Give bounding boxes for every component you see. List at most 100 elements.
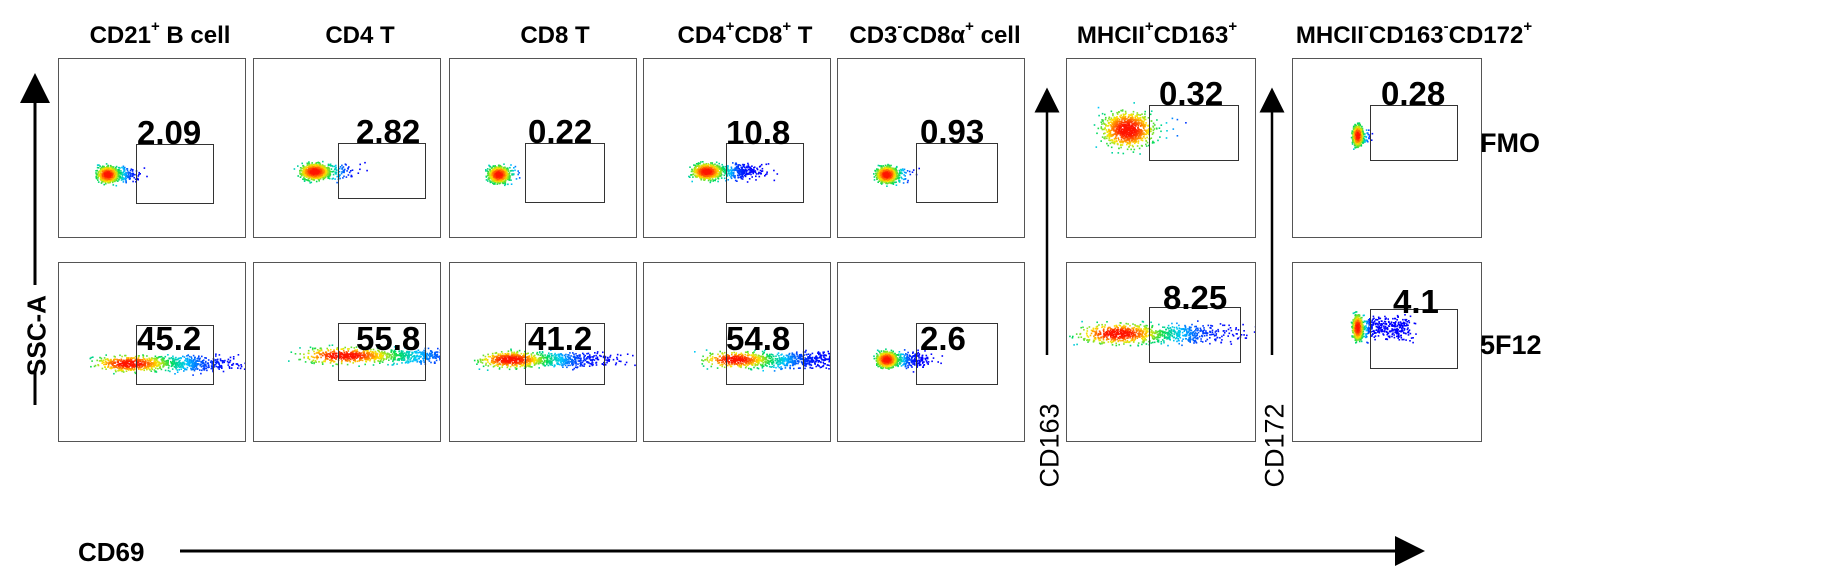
event-dot	[716, 176, 719, 178]
event-dot	[350, 174, 353, 177]
event-dot	[125, 175, 128, 177]
event-dot	[716, 175, 718, 178]
event-dot	[132, 169, 134, 171]
event-dot	[123, 170, 125, 172]
event-dot	[1118, 147, 1120, 150]
event-dot	[739, 164, 742, 167]
event-dot	[493, 168, 496, 170]
event-dot	[892, 182, 894, 184]
event-dot	[701, 172, 703, 175]
panel-fmo-cd4-t: 2.82	[253, 58, 441, 238]
event-dot	[755, 179, 757, 181]
event-dot	[299, 176, 302, 178]
event-dot	[498, 170, 500, 172]
gate-box	[916, 143, 998, 203]
event-dot	[316, 168, 318, 170]
density-plot	[293, 160, 368, 184]
event-dot	[302, 178, 304, 180]
event-dot	[889, 176, 892, 178]
event-dot	[493, 167, 496, 169]
event-dot	[1120, 114, 1122, 116]
event-dot	[1185, 122, 1187, 124]
event-dot	[701, 173, 703, 176]
event-dot	[1101, 128, 1104, 131]
event-dot	[1132, 110, 1135, 113]
event-dot	[339, 177, 341, 180]
event-dot	[492, 165, 495, 167]
event-dot	[95, 172, 97, 174]
event-dot	[709, 169, 712, 171]
event-dot	[489, 166, 491, 168]
event-dot	[880, 181, 883, 184]
event-dot	[1126, 148, 1129, 151]
event-dot	[701, 164, 704, 167]
event-dot	[366, 169, 368, 172]
event-dot	[1103, 132, 1105, 135]
event-dot	[319, 170, 322, 173]
event-dot	[885, 169, 888, 172]
event-dot	[103, 177, 106, 179]
event-dot	[1114, 141, 1116, 144]
event-dot	[110, 165, 112, 168]
event-dot	[332, 177, 334, 180]
event-dot	[1137, 142, 1140, 144]
event-dot	[888, 164, 890, 167]
event-dot	[741, 166, 744, 168]
event-dot	[327, 177, 330, 179]
event-dot	[306, 172, 308, 174]
event-dot	[740, 177, 743, 180]
column-title-cd8-t: CD8 T	[520, 22, 590, 49]
event-dot	[311, 175, 313, 178]
event-dot	[741, 175, 744, 178]
event-dot	[494, 170, 497, 173]
event-dot	[1119, 132, 1122, 135]
event-dot	[1108, 139, 1110, 141]
event-dot	[718, 172, 721, 174]
event-dot	[304, 166, 307, 168]
gate-percentage: 2.09	[137, 114, 202, 151]
event-dot	[1144, 113, 1146, 115]
event-dot	[712, 169, 714, 171]
event-dot	[897, 176, 899, 178]
event-dot	[104, 170, 107, 173]
event-dot	[886, 169, 889, 171]
event-dot	[1105, 129, 1108, 131]
event-dot	[119, 171, 122, 174]
event-dot	[886, 167, 888, 170]
event-dot	[707, 171, 710, 174]
event-dot	[489, 172, 492, 174]
event-dot	[502, 182, 505, 185]
event-dot	[1116, 111, 1118, 114]
event-dot	[488, 165, 491, 167]
event-dot	[518, 177, 521, 179]
event-dot	[107, 174, 110, 176]
event-dot	[887, 175, 890, 178]
event-dot	[505, 171, 508, 173]
event-dot	[1093, 124, 1096, 126]
event-dot	[1124, 113, 1127, 116]
event-dot	[327, 163, 330, 166]
event-dot	[705, 169, 708, 171]
event-dot	[504, 171, 506, 173]
event-dot	[875, 172, 877, 175]
event-dot	[730, 176, 732, 178]
event-dot	[739, 169, 741, 171]
event-dot	[1151, 142, 1154, 144]
event-dot	[734, 179, 737, 182]
column-title-cd21-b-cell: CD21+ B cell	[89, 18, 231, 49]
event-dot	[318, 167, 320, 169]
event-dot	[1111, 139, 1114, 142]
event-dot	[898, 173, 900, 175]
event-dot	[880, 172, 883, 174]
event-dot	[1150, 130, 1152, 133]
event-dot	[302, 165, 305, 168]
event-dot	[1142, 117, 1145, 120]
event-dot	[314, 174, 316, 176]
event-dot	[751, 165, 753, 167]
event-dot	[314, 168, 317, 170]
event-dot	[503, 167, 505, 170]
event-dot	[713, 168, 715, 171]
event-dot	[720, 174, 722, 177]
event-dot	[879, 180, 882, 182]
event-dot	[143, 167, 146, 169]
